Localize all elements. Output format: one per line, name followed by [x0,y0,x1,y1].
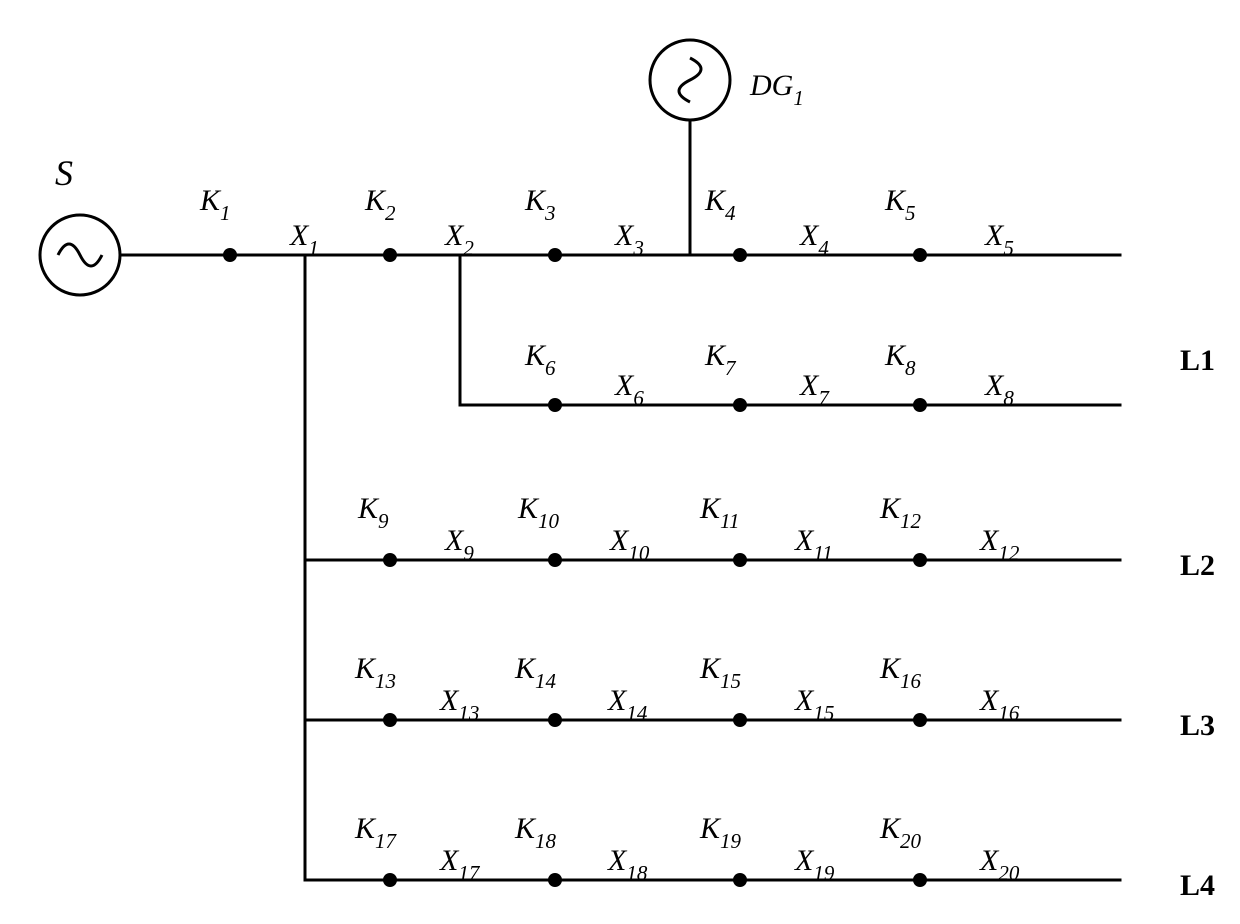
feeder-L3-label: L3 [1180,709,1215,742]
k16-label: K16 [879,652,922,693]
k14-label: K14 [514,652,557,693]
k19-label: K19 [699,812,742,853]
k7-label: K7 [704,339,737,380]
k10-label: K10 [517,492,560,533]
k9-label: K9 [357,492,389,533]
k10-node [548,553,562,567]
k7-node [733,398,747,412]
k5-label: K5 [884,184,916,225]
source-s-label: S [55,153,73,193]
k5-node [913,248,927,262]
k3-node [548,248,562,262]
k17-node [383,873,397,887]
k11-node [733,553,747,567]
k12-node [913,553,927,567]
k13-label: K13 [354,652,396,693]
network-diagram: SDG1K1K2K3K4K5X1X2X3X4X5K6K7K8X6X7X8L1K9… [0,0,1240,924]
k15-node [733,713,747,727]
k16-node [913,713,927,727]
k9-node [383,553,397,567]
k1-node [223,248,237,262]
k8-label: K8 [884,339,916,380]
k19-node [733,873,747,887]
k3-label: K3 [524,184,556,225]
feeder-L1-label: L1 [1180,344,1215,377]
k2-label: K2 [364,184,396,225]
k18-label: K18 [514,812,557,853]
feeder-L2-label: L2 [1180,549,1215,582]
k20-node [913,873,927,887]
k8-node [913,398,927,412]
k6-node [548,398,562,412]
k2-node [383,248,397,262]
k6-label: K6 [524,339,556,380]
feeder-L4-label: L4 [1180,869,1215,902]
k4-label: K4 [704,184,736,225]
k1-label: K1 [199,184,231,225]
dg1-label: DG1 [749,69,804,110]
k13-node [383,713,397,727]
k12-label: K12 [879,492,922,533]
k15-label: K15 [699,652,741,693]
k14-node [548,713,562,727]
k17-label: K17 [354,812,398,853]
k20-label: K20 [879,812,922,853]
k4-node [733,248,747,262]
k11-label: K11 [699,492,739,533]
k18-node [548,873,562,887]
